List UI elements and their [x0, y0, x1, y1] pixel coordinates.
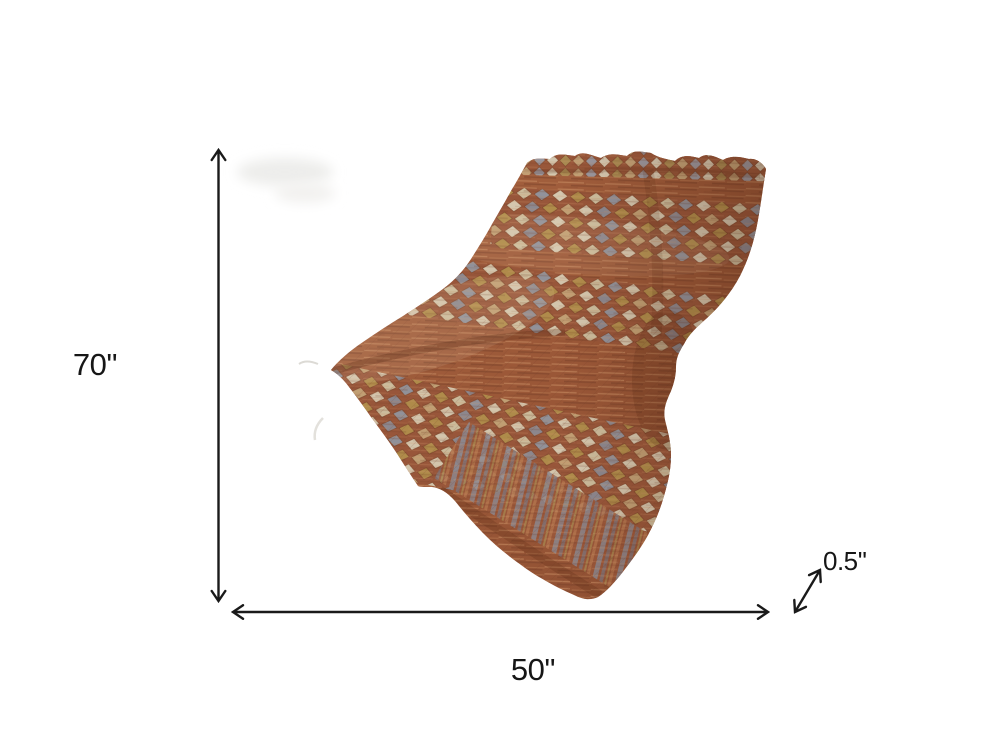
height-dimension-label: 70'': [72, 347, 118, 382]
product-photo-throw-blanket: [298, 151, 766, 600]
depth-dimension-label: 0.5'': [823, 546, 867, 576]
photo-shadow-smudge: [237, 158, 335, 203]
width-dimension-label: 50'': [510, 652, 556, 687]
depth-arrow: [795, 570, 820, 612]
